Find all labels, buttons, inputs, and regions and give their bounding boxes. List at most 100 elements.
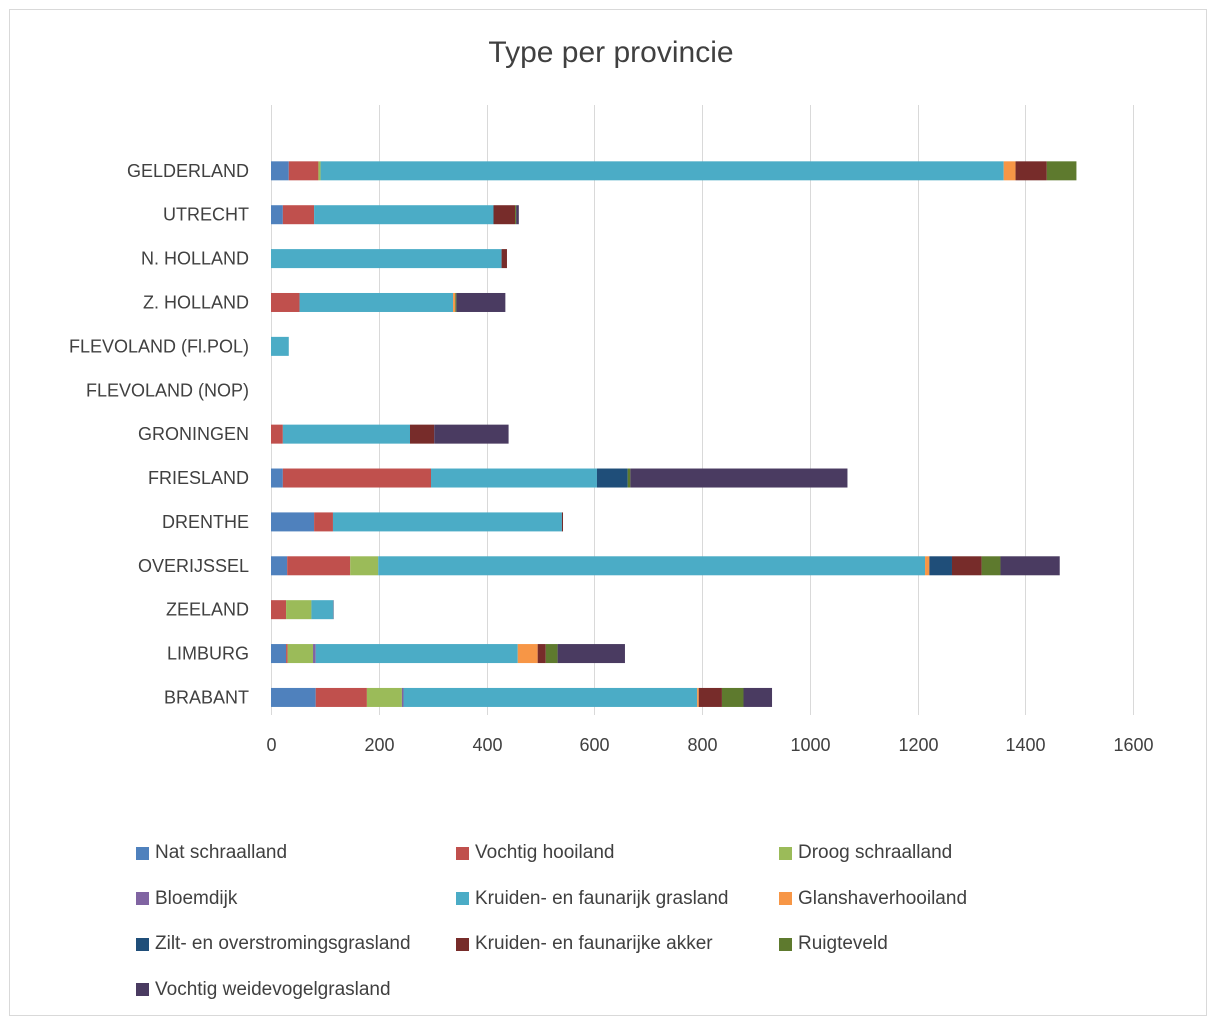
legend-swatch <box>136 892 149 905</box>
bar-segment <box>697 687 699 707</box>
category-label: DRENTHE <box>162 512 249 532</box>
bar-segment <box>721 687 744 707</box>
bar-segment <box>366 687 402 707</box>
bar-segment <box>517 644 538 664</box>
bar-segment <box>431 468 597 488</box>
category-label: N. HOLLAND <box>141 249 249 269</box>
legend-item: Droog schraalland <box>779 842 952 864</box>
bar-segment <box>401 687 404 707</box>
category-label: UTRECHT <box>163 205 249 225</box>
x-tick-label: 1200 <box>898 735 938 755</box>
legend-label: Glanshaverhooiland <box>798 887 968 909</box>
bar-segment <box>493 205 516 225</box>
bar-segment <box>929 556 952 576</box>
bar-segment <box>1046 161 1077 181</box>
bar-segment <box>409 424 435 444</box>
x-tick-label: 1400 <box>1005 735 1045 755</box>
x-tick-label: 600 <box>579 735 609 755</box>
legend-label: Kruiden- en faunarijke akker <box>475 933 713 954</box>
bar-segment <box>313 644 316 664</box>
bar-segment <box>271 336 289 356</box>
bar-segment <box>287 556 351 576</box>
legend-item: Vochtig hooiland <box>456 842 614 864</box>
legend-swatch <box>456 937 469 951</box>
bar-segment <box>501 249 507 269</box>
bar-segment <box>630 468 848 488</box>
legend-swatch <box>136 846 149 860</box>
category-label: FLEVOLAND (Fl.POL) <box>69 336 249 356</box>
bar-segment <box>286 644 288 664</box>
bar-segment <box>332 600 334 620</box>
bar-segment <box>743 687 773 707</box>
legend-swatch <box>456 846 469 860</box>
bar-segment <box>925 556 930 576</box>
bar-segment <box>1003 161 1016 181</box>
bar-segment <box>516 205 519 225</box>
legend-item: Kruiden- en faunarijke akker <box>456 933 713 955</box>
bar-segment <box>271 292 300 312</box>
bar-segment <box>282 424 410 444</box>
category-label: FLEVOLAND (NOP) <box>86 380 249 400</box>
bar-segment <box>314 512 333 532</box>
legend-item: Glanshaverhooiland <box>779 888 967 910</box>
bar-segment <box>453 292 456 312</box>
bar-segment <box>378 556 926 576</box>
legend-label: Ruigteveld <box>798 933 888 954</box>
legend-label: Vochtig hooiland <box>475 842 615 863</box>
bar-segment <box>271 468 283 488</box>
bar-segment <box>434 424 509 444</box>
bar-segment <box>315 687 367 707</box>
bar-segment <box>315 644 518 664</box>
bar-segment <box>311 600 333 620</box>
bar-segment <box>537 644 546 664</box>
legend-swatch <box>456 892 469 905</box>
legend-label: Bloemdijk <box>155 887 238 909</box>
x-tick-labels: 0 200 400 600 800 1000 1200 1400 1600 <box>266 735 1153 755</box>
category-label: ZEELAND <box>166 600 249 620</box>
bar-segment <box>515 205 517 225</box>
legend-item: Bloemdijk <box>136 888 237 910</box>
bar-segment <box>455 292 457 312</box>
category-label: Z. HOLLAND <box>143 292 249 312</box>
x-tick-label: 0 <box>266 735 276 755</box>
x-tick-label: 800 <box>687 735 717 755</box>
legend-swatch <box>136 937 149 951</box>
legend-label: Zilt- en overstromingsgrasland <box>155 933 411 954</box>
bar-segment <box>456 292 506 312</box>
bar-segment <box>627 468 631 488</box>
bar-segment <box>286 600 312 620</box>
legend-swatch <box>779 892 792 905</box>
bar-segment <box>282 468 432 488</box>
category-label: OVERIJSSEL <box>138 556 249 576</box>
legend-item: Zilt- en overstromingsgrasland <box>136 933 411 955</box>
legend-label: Nat schraalland <box>155 842 288 863</box>
bar-segment <box>698 687 722 707</box>
legend-label: Vochtig weidevogelgrasland <box>155 978 391 1000</box>
bar-segment <box>314 205 494 225</box>
chart-title: Type per provincie <box>488 36 734 69</box>
x-tick-label: 1000 <box>790 735 830 755</box>
bar-segment <box>299 292 454 312</box>
bar-segment <box>271 205 283 225</box>
bar-segment <box>545 644 558 664</box>
bars <box>271 161 1077 707</box>
bar-segment <box>350 556 379 576</box>
bar-segment <box>271 556 288 576</box>
legend-label: Droog schraalland <box>798 842 953 863</box>
bar-segment <box>1015 161 1047 181</box>
legend-item: Nat schraalland <box>136 842 287 864</box>
bar-segment <box>271 512 315 532</box>
category-label: FRIESLAND <box>148 468 249 488</box>
bar-segment <box>271 424 283 444</box>
bar-segment <box>271 600 287 620</box>
bar-segment <box>403 687 698 707</box>
bar-segment <box>561 512 564 532</box>
bar-segment <box>287 644 314 664</box>
category-label: GELDERLAND <box>127 161 249 181</box>
bar-segment <box>320 161 1004 181</box>
legend-item: Ruigteveld <box>779 933 888 955</box>
x-tick-label: 1600 <box>1113 735 1153 755</box>
bar-segment <box>318 161 321 181</box>
bar-segment <box>271 161 289 181</box>
